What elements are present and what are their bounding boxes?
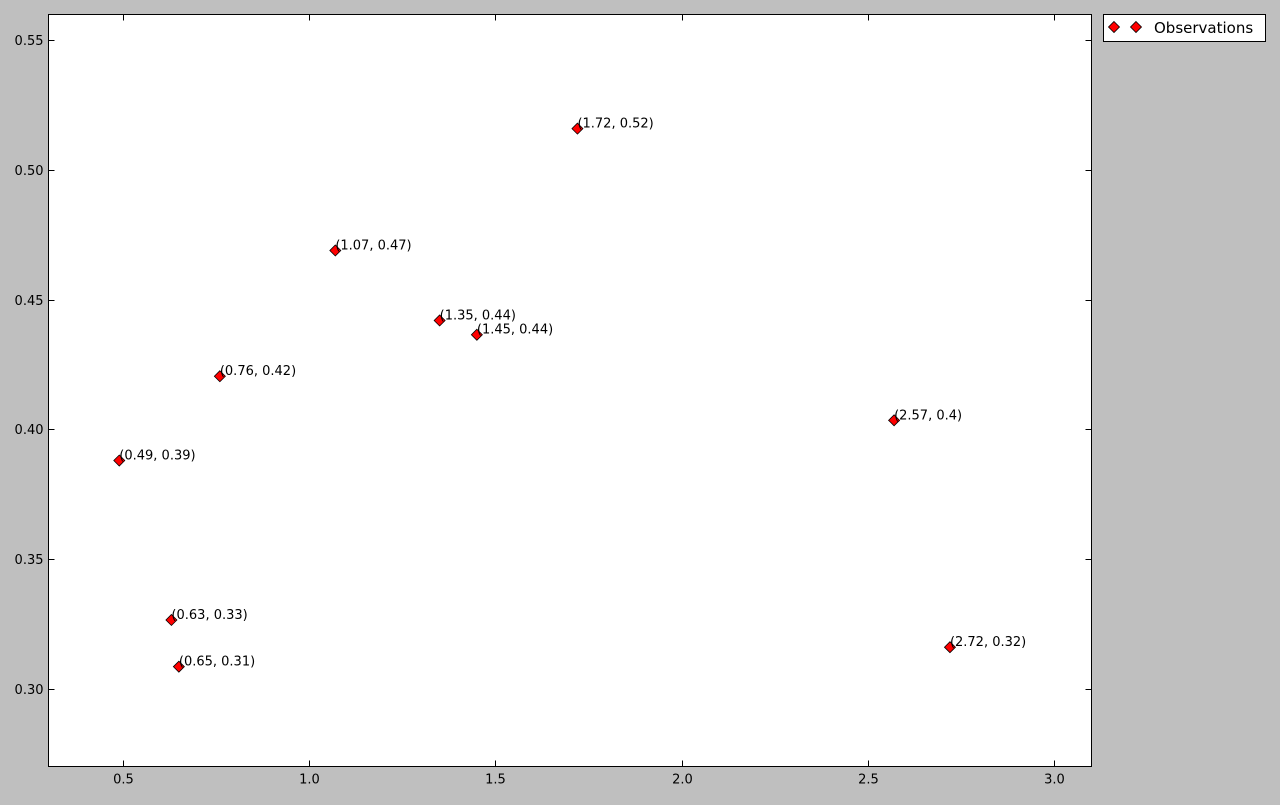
plot-area: [48, 14, 1092, 767]
data-point-marker: [213, 370, 226, 383]
data-point-label: (1.35, 0.44): [440, 308, 516, 323]
y-tick-label: 0.30: [15, 683, 44, 698]
data-point-label: (0.49, 0.39): [119, 449, 195, 464]
x-tick-label: 2.0: [672, 773, 693, 788]
y-tick-label: 0.50: [15, 164, 44, 179]
data-point-label: (1.72, 0.52): [577, 117, 653, 132]
legend: Observations: [1103, 14, 1266, 42]
y-tick-label: 0.55: [15, 34, 44, 49]
data-point-label: (1.07, 0.47): [335, 238, 411, 253]
data-point-label: (2.57, 0.4): [894, 408, 962, 423]
y-tick-label: 0.45: [15, 294, 44, 309]
data-points: (0.49, 0.39) (0.63, 0.33) (0.65, 0.31) (0.7…: [113, 117, 1026, 673]
legend-box: [1103, 14, 1266, 42]
data-point-marker: [172, 660, 185, 673]
data-point-label: (2.72, 0.32): [950, 635, 1026, 650]
data-point-marker: [165, 613, 178, 627]
y-axis: 0.30 0.35 0.40 0.45 0.50 0.55: [15, 34, 1092, 698]
x-tick-label: 1.5: [485, 773, 506, 788]
legend-marker-icon: [1107, 20, 1121, 34]
y-tick-label: 0.40: [15, 423, 44, 438]
x-tick-label: 0.5: [113, 773, 134, 788]
data-point-marker: [888, 414, 901, 427]
data-point-marker: [571, 122, 584, 135]
data-point-label: (0.65, 0.31): [179, 655, 255, 670]
x-tick-label: 3.0: [1044, 773, 1065, 788]
x-axis: 0.5 1.0 1.5 2.0 2.5 3.0: [113, 14, 1065, 788]
data-point-marker: [943, 641, 957, 654]
x-tick-label: 2.5: [858, 773, 879, 788]
data-point-marker: [433, 314, 446, 327]
data-point-label: (1.45, 0.44): [477, 323, 553, 338]
data-point-marker: [113, 454, 126, 467]
y-tick-label: 0.35: [15, 553, 44, 568]
data-point-marker: [470, 328, 483, 341]
legend-marker-icon: [1129, 20, 1143, 34]
legend-label: Observations: [1154, 19, 1253, 37]
x-tick-label: 1.0: [299, 773, 320, 788]
data-point-label: (0.63, 0.33): [171, 608, 247, 623]
data-point-label: (0.76, 0.42): [220, 364, 296, 379]
data-point-marker: [329, 244, 342, 257]
